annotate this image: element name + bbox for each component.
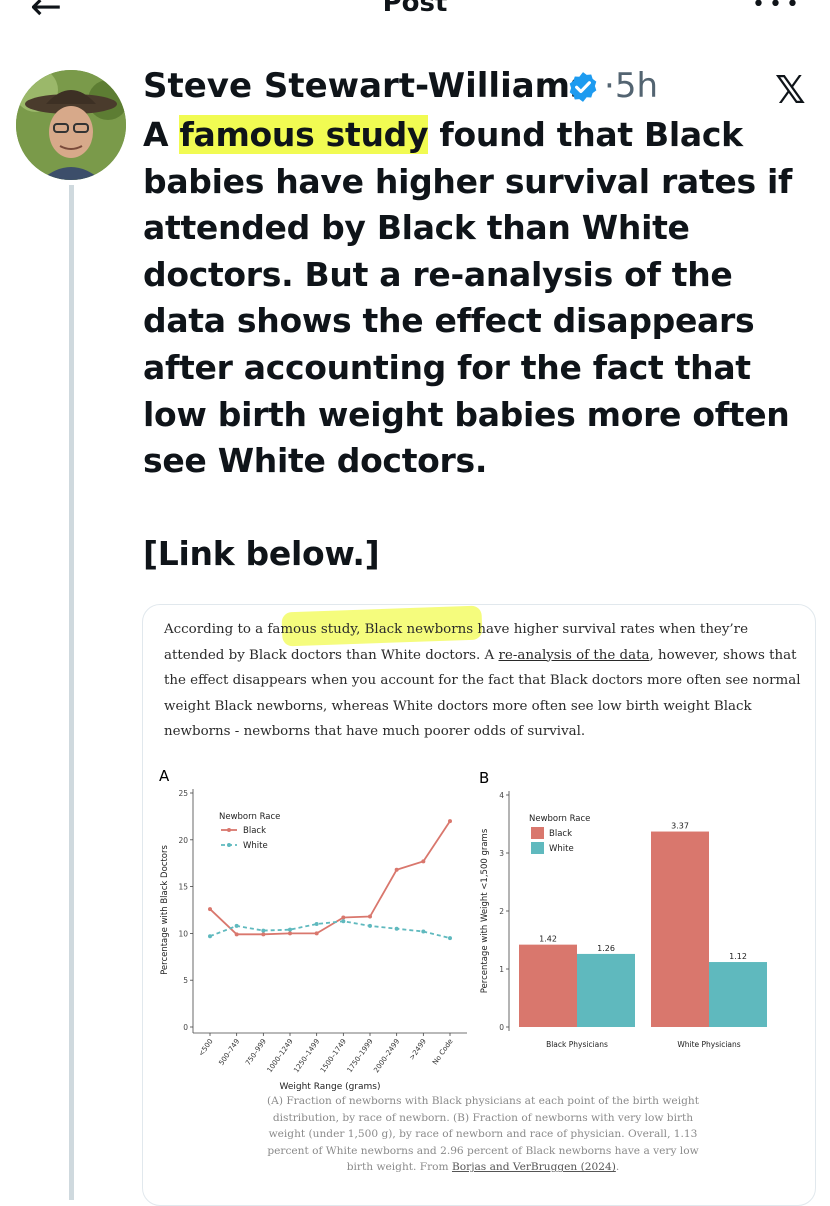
- data-point-white: [394, 926, 399, 931]
- y-tick-label: 2: [499, 907, 504, 916]
- y-tick-label: 15: [178, 883, 188, 892]
- x-axis-label: Weight Range (grams): [279, 1082, 380, 1092]
- data-point-black: [368, 914, 372, 919]
- thread-line: [69, 185, 74, 1200]
- post-text-pre: A: [143, 115, 180, 154]
- bar-value-label: 1.26: [597, 944, 615, 953]
- x-tick-label: 1500–1749: [319, 1038, 348, 1075]
- y-tick-label: 0: [183, 1023, 188, 1032]
- article-text-1: According to a famous study, Black newbo…: [164, 622, 749, 663]
- y-axis-label: Percentage with Black Doctors: [160, 845, 170, 975]
- y-tick-label: 5: [183, 976, 188, 985]
- y-tick-label: 3: [499, 849, 504, 858]
- legend-swatch: [531, 842, 544, 854]
- bar-value-label: 1.12: [729, 952, 747, 961]
- author-name[interactable]: Steve Stewart-Williams: [143, 66, 591, 106]
- bar-value-label: 3.37: [671, 822, 689, 831]
- chart-b: B 0 1 2 3 4 Percentage with Weight <1,500 gram…: [479, 769, 767, 1049]
- post-time[interactable]: 5h: [614, 66, 658, 106]
- legend-title: Newborn Race: [529, 814, 590, 824]
- post-text: A famous study found that Black babies h…: [143, 112, 823, 577]
- legend-label: Black: [243, 826, 266, 836]
- legend-label: White: [243, 841, 268, 851]
- post-image[interactable]: According to a famous study, Black newbo…: [142, 604, 816, 1206]
- data-point-white: [208, 934, 212, 939]
- legend-swatch: [531, 827, 544, 839]
- series-line-white: [209, 920, 451, 939]
- link-note: [Link below.]: [143, 533, 380, 573]
- series-line-black: [209, 820, 451, 936]
- data-point-black: [421, 859, 426, 864]
- x-category-label: Black Physicians: [546, 1040, 608, 1049]
- legend-marker: [227, 828, 231, 832]
- data-point-white: [234, 923, 239, 928]
- panel-label-a: A: [159, 767, 170, 785]
- data-point-black: [234, 932, 239, 937]
- x-tick-label: 1000–1249: [266, 1038, 295, 1075]
- verified-badge-icon: [569, 72, 597, 102]
- data-point-black: [208, 907, 212, 912]
- data-point-black: [448, 819, 452, 824]
- x-tick-label: No Code: [431, 1038, 455, 1067]
- data-point-black: [341, 915, 346, 920]
- y-tick-label: 1: [499, 965, 504, 974]
- data-point-white: [341, 919, 346, 924]
- panel-label-b: B: [479, 769, 489, 787]
- caption-text: (A) Fraction of newborns with Black phys…: [267, 1095, 699, 1174]
- arrow-left-icon[interactable]: ←: [30, 0, 62, 28]
- post-text-post: found that Black babies have higher surv…: [143, 115, 793, 481]
- bar-value-label: 1.42: [539, 935, 557, 944]
- y-tick-label: 20: [178, 836, 188, 845]
- data-point-white: [368, 923, 372, 928]
- y-tick-label: 10: [178, 929, 188, 938]
- article-excerpt: According to a famous study, Black newbo…: [164, 605, 804, 745]
- y-axis-label: Percentage with Weight <1,500 grams: [480, 828, 490, 993]
- bar-black: [651, 831, 709, 1027]
- x-logo: 𝕏: [775, 68, 806, 112]
- legend-marker: [227, 843, 231, 847]
- x-tick-label: 750–999: [244, 1038, 268, 1067]
- more-icon[interactable]: •••: [752, 0, 803, 17]
- post-meta: ·5h: [604, 64, 658, 108]
- x-tick-label: 500–749: [217, 1038, 241, 1067]
- x-tick-label: 1750–1999: [346, 1038, 375, 1075]
- legend-label: White: [549, 844, 574, 854]
- chart-a: A 0 5 10 15 20 25 <500 500–749 750–9991000–124912…: [159, 767, 467, 1092]
- legend-label: Black: [549, 829, 572, 839]
- data-point-white: [314, 922, 319, 927]
- separator: ·: [604, 66, 615, 106]
- caption-end: .: [615, 1161, 620, 1174]
- data-point-white: [261, 928, 266, 933]
- bar-white: [709, 962, 767, 1027]
- y-tick-label: 4: [499, 791, 504, 800]
- post-text-highlight: famous study: [179, 115, 429, 154]
- top-bar: ← Post •••: [0, 0, 830, 26]
- article-link: re-analysis of the data: [498, 647, 650, 663]
- x-tick-label: 1250–1499: [292, 1038, 321, 1075]
- y-tick-label: 0: [499, 1023, 504, 1032]
- x-tick-label: <500: [197, 1038, 215, 1058]
- y-tick-label: 25: [178, 789, 188, 798]
- bar-black: [519, 944, 577, 1027]
- data-point-black: [314, 931, 319, 936]
- data-point-black: [394, 867, 399, 872]
- data-point-white: [288, 927, 292, 932]
- data-point-white: [448, 936, 452, 941]
- x-tick-label: >2499: [408, 1038, 428, 1062]
- data-point-black: [288, 931, 292, 936]
- x-tick-label: 2000–2499: [372, 1038, 401, 1075]
- x-category-label: White Physicians: [677, 1040, 740, 1049]
- bar-white: [577, 953, 635, 1027]
- data-point-white: [421, 929, 426, 934]
- figure-caption: (A) Fraction of newborns with Black phys…: [263, 1093, 703, 1176]
- caption-link: Borjas and VerBruggen (2024): [451, 1161, 616, 1174]
- page-title: Post: [382, 0, 448, 18]
- avatar[interactable]: [16, 70, 126, 180]
- article-text-2: , however, shows that the effect disappe…: [164, 647, 801, 740]
- legend-title: Newborn Race: [219, 812, 280, 822]
- data-point-black: [261, 932, 266, 937]
